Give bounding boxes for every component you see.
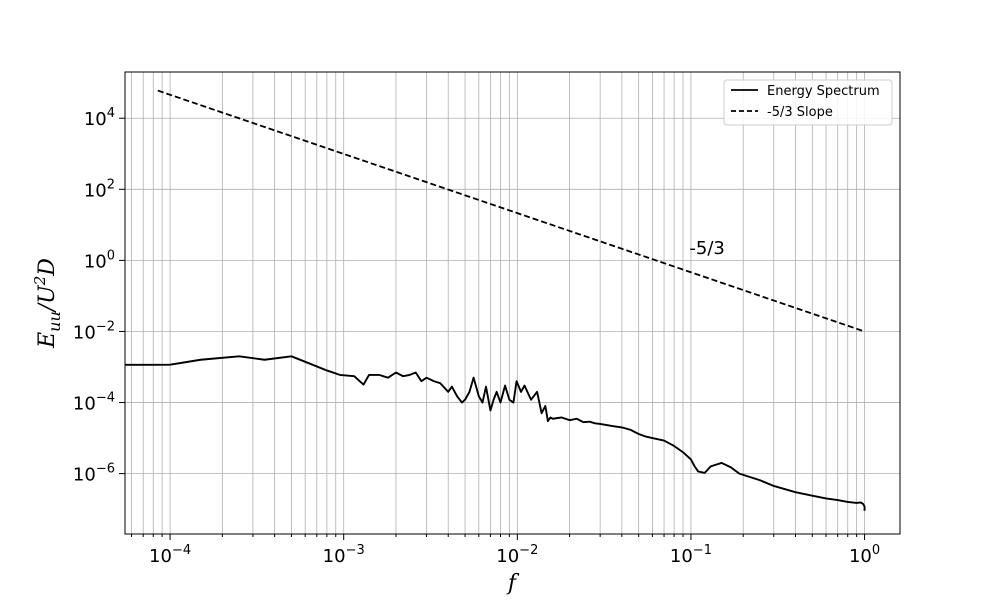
y-tick-label: 10−4 bbox=[73, 391, 115, 415]
legend-box bbox=[723, 79, 893, 126]
y-tick-label: 100 bbox=[84, 248, 115, 272]
legend: Energy Spectrum -5/3 Slope bbox=[723, 79, 893, 126]
y-tick-label: 104 bbox=[84, 106, 115, 130]
y-tick-label: 102 bbox=[84, 177, 115, 201]
x-tick-label: 10−2 bbox=[496, 543, 538, 567]
annotations: -5/3 bbox=[689, 238, 724, 259]
x-tick-label: 10−4 bbox=[149, 543, 191, 567]
x-axis-label: f bbox=[506, 571, 520, 596]
legend-label: -5/3 Slope bbox=[767, 105, 833, 120]
slope-annotation: -5/3 bbox=[689, 238, 724, 259]
y-tick-label: 10−6 bbox=[73, 462, 115, 486]
slope-reference-line bbox=[157, 89, 865, 333]
legend-label: Energy Spectrum bbox=[767, 84, 880, 99]
series-layer bbox=[125, 89, 866, 511]
plot-frame bbox=[124, 71, 901, 535]
axis-ticks: 10−6 10−4 10−2 100 102 104 10−4 10−3 10−2 10−1 100 bbox=[73, 106, 880, 567]
x-tick-label: 10−1 bbox=[670, 543, 712, 567]
x-tick-label: 100 bbox=[849, 543, 880, 567]
x-tick-label: 10−3 bbox=[323, 543, 365, 567]
y-tick-label: 10−2 bbox=[73, 319, 115, 343]
y-axis-label: Euu/U2D bbox=[31, 258, 64, 349]
energy-spectrum-line bbox=[125, 355, 866, 511]
